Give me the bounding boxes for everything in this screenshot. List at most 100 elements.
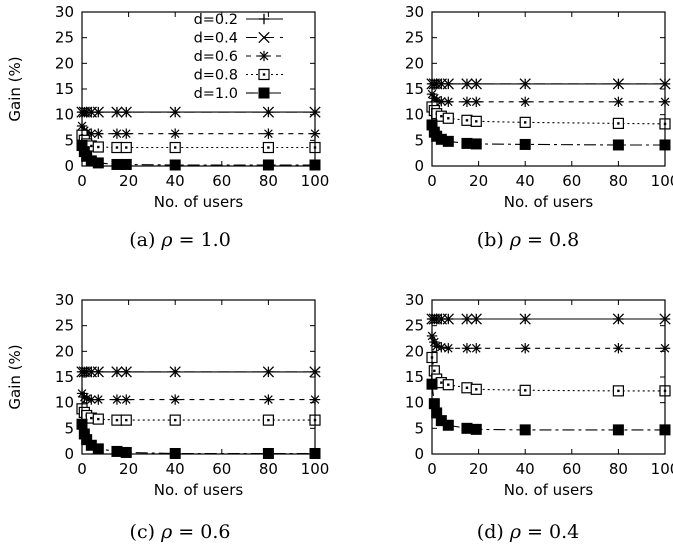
x-tick-label: 60 bbox=[212, 460, 231, 478]
data-point bbox=[612, 139, 624, 151]
data-point bbox=[436, 96, 447, 107]
y-tick-label: 25 bbox=[55, 317, 74, 335]
data-point bbox=[81, 366, 93, 378]
data-point bbox=[120, 158, 132, 170]
x-tick-label: 40 bbox=[166, 460, 185, 478]
plot-frame bbox=[81, 299, 316, 455]
data-point bbox=[519, 424, 531, 436]
legend-label: d=0.4 bbox=[194, 31, 238, 47]
data-point bbox=[443, 96, 454, 108]
data-point bbox=[612, 78, 625, 90]
x-tick-label: 40 bbox=[166, 172, 185, 190]
caption-label: (b) bbox=[477, 229, 510, 251]
chart-panel: 0 5 10 15 20 25 30 0 20 40 60 80 100 No. of users (b) … bbox=[405, 3, 673, 251]
data-point bbox=[461, 343, 473, 354]
data-point bbox=[258, 68, 270, 81]
data-point bbox=[470, 313, 482, 325]
data-point bbox=[111, 366, 123, 378]
y-tick-label: 15 bbox=[55, 368, 74, 386]
y-tick-label: 25 bbox=[405, 29, 424, 47]
chart-panel: 0 5 10 15 20 25 30 0 20 40 60 80 100 No. of users Gain… bbox=[6, 291, 329, 543]
data-point bbox=[120, 446, 132, 458]
data-point bbox=[169, 106, 181, 118]
x-tick-label: 0 bbox=[77, 460, 87, 478]
data-point bbox=[120, 366, 132, 378]
data-point bbox=[431, 313, 443, 325]
series-markers bbox=[426, 351, 671, 397]
caption-symbol: ρ bbox=[160, 229, 173, 251]
legend-label: d=0.8 bbox=[194, 68, 238, 84]
y-tick-label: 10 bbox=[405, 394, 424, 412]
legend-label: d=0.2 bbox=[194, 12, 238, 28]
y-tick-label: 15 bbox=[405, 80, 424, 98]
data-point bbox=[262, 159, 274, 171]
plot-frame bbox=[431, 11, 666, 167]
data-point bbox=[121, 394, 132, 405]
caption-value: = 0.4 bbox=[521, 521, 579, 543]
x-tick-label: 0 bbox=[427, 460, 437, 478]
data-point bbox=[471, 343, 482, 354]
y-tick-label: 30 bbox=[405, 291, 424, 309]
y-tick-label: 15 bbox=[405, 368, 424, 386]
x-tick-label: 20 bbox=[119, 172, 138, 190]
data-point bbox=[262, 141, 274, 154]
y-tick-label: 20 bbox=[405, 54, 424, 72]
series-line bbox=[81, 134, 315, 149]
data-point bbox=[169, 159, 181, 171]
data-point bbox=[442, 379, 454, 391]
data-point bbox=[92, 141, 104, 153]
series-line bbox=[81, 125, 315, 135]
data-point bbox=[111, 128, 123, 139]
data-point bbox=[262, 106, 275, 118]
y-tick-label: 5 bbox=[64, 419, 74, 437]
data-point bbox=[170, 394, 181, 405]
y-tick-label: 5 bbox=[414, 419, 424, 437]
data-point bbox=[170, 128, 181, 139]
series-markers bbox=[76, 403, 321, 426]
data-point bbox=[92, 413, 104, 425]
x-axis-label: No. of users bbox=[154, 193, 244, 211]
data-point bbox=[93, 128, 104, 139]
data-point bbox=[470, 78, 482, 90]
plot-frame bbox=[81, 11, 316, 167]
chart-panel: 0 5 10 15 20 25 30 0 20 40 60 80 100 No. of users (d) … bbox=[405, 291, 673, 543]
y-tick-label: 20 bbox=[55, 342, 74, 360]
y-tick-label: 20 bbox=[405, 342, 424, 360]
legend-label: d=1.0 bbox=[194, 86, 238, 102]
data-point bbox=[612, 313, 625, 325]
data-point bbox=[258, 31, 270, 44]
data-point bbox=[111, 414, 123, 426]
data-point bbox=[111, 158, 123, 170]
data-point bbox=[470, 383, 482, 395]
caption-label: (c) bbox=[130, 521, 162, 543]
y-tick-label: 20 bbox=[55, 54, 74, 72]
x-tick-label: 60 bbox=[562, 460, 581, 478]
caption-symbol: ρ bbox=[509, 229, 522, 251]
y-tick-label: 5 bbox=[64, 131, 74, 149]
data-point bbox=[263, 128, 274, 139]
data-point bbox=[111, 106, 123, 118]
y-tick-label: 25 bbox=[55, 29, 74, 47]
data-point bbox=[92, 443, 104, 455]
data-point bbox=[442, 112, 454, 124]
data-point bbox=[519, 384, 531, 396]
y-axis-label: Gain (%) bbox=[6, 344, 24, 409]
legend-label: d=0.6 bbox=[194, 49, 238, 65]
data-point bbox=[92, 366, 104, 378]
x-tick-label: 0 bbox=[77, 172, 87, 190]
x-tick-label: 80 bbox=[609, 172, 628, 190]
subfigure-caption: (b) ρ = 0.8 bbox=[477, 229, 579, 251]
y-tick-label: 10 bbox=[405, 106, 424, 124]
data-point bbox=[519, 78, 531, 90]
data-point bbox=[92, 157, 104, 169]
data-point bbox=[111, 394, 123, 405]
data-point bbox=[461, 422, 473, 434]
x-tick-label: 80 bbox=[259, 460, 278, 478]
data-point bbox=[470, 115, 482, 127]
data-point bbox=[612, 385, 625, 397]
x-tick-label: 40 bbox=[516, 460, 535, 478]
caption-value: = 1.0 bbox=[173, 229, 231, 251]
data-point bbox=[461, 382, 473, 394]
x-axis-label: No. of users bbox=[504, 481, 594, 499]
